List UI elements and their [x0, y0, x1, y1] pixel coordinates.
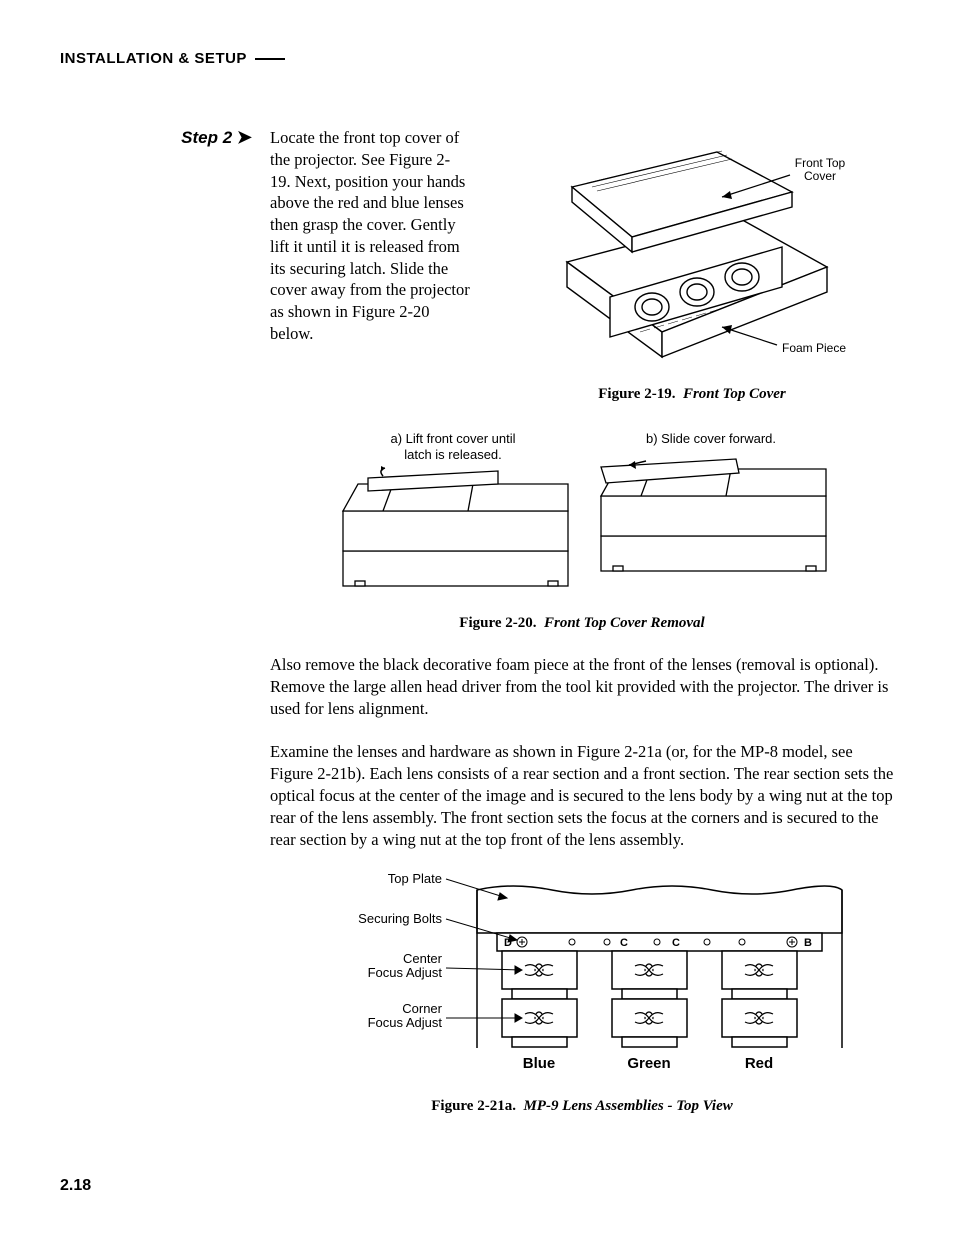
- page-content: Step 2 ➤ Locate the front top cover of t…: [60, 127, 894, 1115]
- fig21-svg: Top Plate Securing Bolts CenterFocus Adj…: [312, 868, 852, 1083]
- fig21-bolt-C1: C: [620, 937, 628, 949]
- step-text: Step 2: [181, 128, 232, 147]
- fig21-title: MP-9 Lens Assemblies - Top View: [523, 1098, 732, 1114]
- fig21-label-corner: CornerFocus Adjust: [368, 1001, 443, 1030]
- section-header: INSTALLATION & SETUP: [60, 50, 894, 67]
- fig20-label-a: a) Lift front cover untillatch is releas…: [333, 431, 573, 462]
- fig20-num: Figure 2-20.: [459, 615, 536, 631]
- fig19-num: Figure 2-19.: [598, 386, 675, 402]
- fig19-label-bottom: Foam Piece: [782, 341, 846, 355]
- page-number: 2.18: [60, 1177, 91, 1195]
- figure-2-19-caption: Figure 2-19. Front Top Cover: [490, 386, 894, 403]
- header-rule: [255, 58, 285, 60]
- figure-2-21a-caption: Figure 2-21a. MP-9 Lens Assemblies - Top…: [270, 1098, 894, 1115]
- fig21-lens-green: Green: [627, 1055, 670, 1072]
- step2-top-row: Locate the front top cover of the projec…: [270, 127, 894, 403]
- fig20-a: a) Lift front cover untillatch is releas…: [333, 431, 573, 601]
- fig21-label-center: CenterFocus Adjust: [368, 951, 443, 980]
- fig21-bolt-C2: C: [672, 937, 680, 949]
- header-text: INSTALLATION & SETUP: [60, 50, 247, 67]
- figure-2-21a: Top Plate Securing Bolts CenterFocus Adj…: [270, 868, 894, 1115]
- figure-2-19: Front TopCover Foam Piece Figure 2-19. F…: [490, 127, 894, 403]
- figure-2-20-caption: Figure 2-20. Front Top Cover Removal: [270, 615, 894, 632]
- fig21-lens-blue: Blue: [523, 1055, 556, 1072]
- figure-2-19-svg: Front TopCover Foam Piece: [522, 127, 862, 367]
- step-label: Step 2 ➤: [60, 127, 270, 1115]
- main-column: Locate the front top cover of the projec…: [270, 127, 894, 1115]
- fig21-num: Figure 2-21a.: [431, 1098, 516, 1114]
- paragraph-3: Examine the lenses and hardware as shown…: [270, 741, 894, 850]
- fig19-label-top: Front TopCover: [795, 156, 846, 183]
- fig21-lens-red: Red: [745, 1055, 773, 1072]
- fig20-a-svg: [333, 466, 573, 596]
- fig20-label-b: b) Slide cover forward.: [591, 431, 831, 447]
- paragraph-2: Also remove the black decorative foam pi…: [270, 654, 894, 719]
- fig21-label-topplate: Top Plate: [388, 871, 442, 886]
- step-arrow-icon: ➤: [237, 127, 252, 147]
- fig20-b: b) Slide cover forward.: [591, 431, 831, 601]
- fig20-b-svg: [591, 451, 831, 581]
- fig21-label-bolts: Securing Bolts: [358, 911, 442, 926]
- step2-paragraph: Locate the front top cover of the projec…: [270, 127, 470, 403]
- figure-2-20: a) Lift front cover untillatch is releas…: [270, 431, 894, 601]
- fig20-title: Front Top Cover Removal: [544, 615, 705, 631]
- fig21-bolt-B: B: [804, 937, 812, 949]
- fig19-title: Front Top Cover: [683, 386, 786, 402]
